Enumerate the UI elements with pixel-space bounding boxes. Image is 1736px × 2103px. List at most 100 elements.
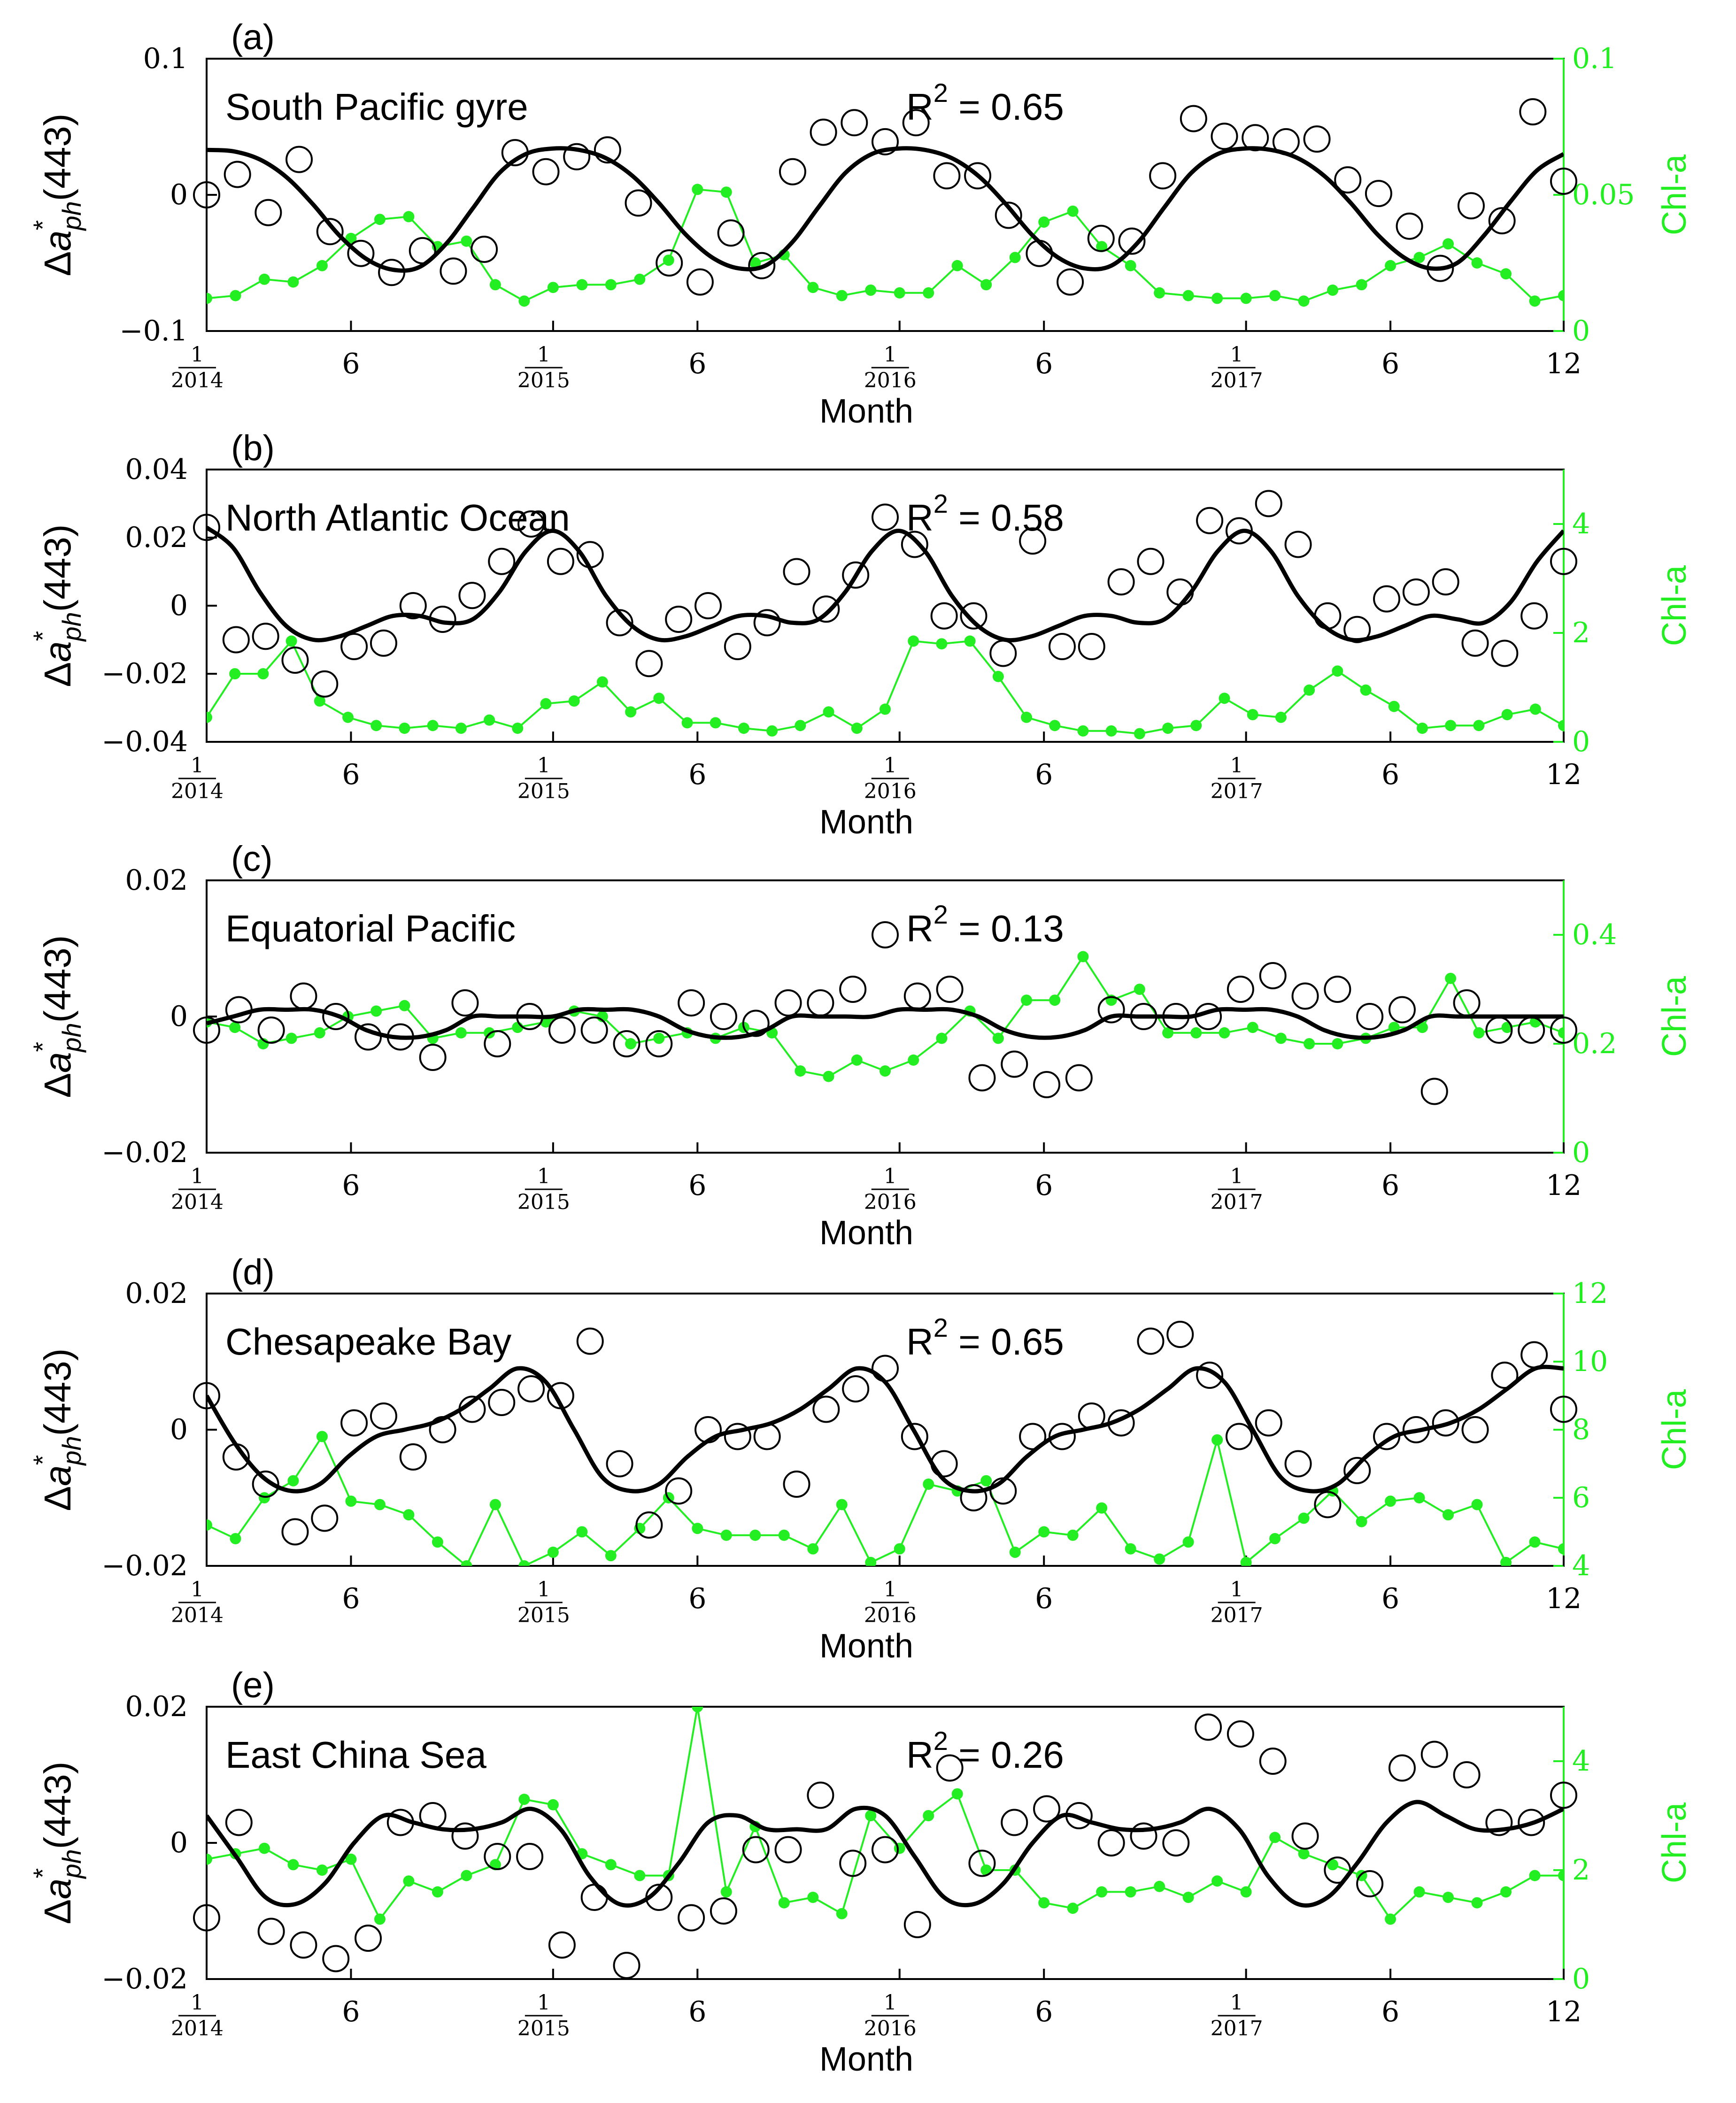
chl-line (207, 955, 1564, 1078)
chl-point (1298, 1848, 1310, 1860)
y-tick-label-right: 0 (1572, 1136, 1590, 1169)
y-tick-label-right: 10 (1572, 1345, 1608, 1378)
chl-point (1327, 1859, 1339, 1871)
data-circle (517, 1375, 545, 1402)
data-circle (516, 1003, 544, 1030)
data-circle (1453, 1761, 1481, 1788)
chl-point (1154, 287, 1165, 299)
chl-point (1096, 241, 1108, 253)
chl-point (258, 1492, 270, 1503)
r2-annotation: R2 = 0.65 (906, 1313, 1064, 1363)
data-circle (322, 1003, 350, 1030)
data-circle (532, 158, 560, 185)
data-circle (1432, 568, 1459, 596)
chl-point (605, 1859, 617, 1871)
fit-curve (207, 525, 1564, 643)
data-circle (1550, 1395, 1577, 1423)
data-circle (1137, 1327, 1165, 1355)
chl-point (1162, 723, 1174, 734)
data-circle (842, 561, 870, 589)
panel-letter: (e) (231, 1665, 275, 1705)
y-tick-label-left: 0 (170, 1826, 188, 1859)
r2-exponent: 2 (934, 1313, 948, 1342)
chl-point (1298, 1512, 1310, 1524)
data-circle (409, 237, 436, 264)
r2-label: R (906, 908, 934, 949)
data-circle (1019, 527, 1047, 555)
data-circle (635, 650, 663, 678)
x-tick-label-month: 12 (1546, 347, 1582, 380)
chl-point (766, 725, 778, 737)
chl-point (1445, 972, 1457, 984)
data-circle (1078, 1402, 1105, 1430)
chl-point (720, 1529, 732, 1541)
data-circle (1259, 962, 1287, 989)
data-circle (1461, 1416, 1489, 1443)
chl-point (230, 1533, 241, 1544)
y-label-a: a (37, 1052, 78, 1073)
y-axis-label-right: Chl-a (1656, 1802, 1693, 1883)
x-tick-label-month: 12 (1546, 1582, 1582, 1615)
data-circle (1550, 1017, 1577, 1044)
x-tick-label-month: 1 (537, 1164, 550, 1188)
chl-point (720, 186, 732, 198)
chl-point (807, 282, 819, 293)
chl-point (489, 279, 501, 291)
y-label-a: a (37, 230, 78, 251)
x-tick-label-year: 2017 (1211, 1190, 1263, 1214)
chl-point (1413, 252, 1425, 263)
data-circle (694, 1416, 722, 1443)
y-tick-label-left: 0 (170, 1413, 188, 1446)
x-tick-label-month: 1 (537, 1991, 550, 2015)
data-circle (1550, 168, 1577, 195)
y-label-delta: Δ (37, 1073, 78, 1098)
x-axis-label: Month (819, 803, 913, 841)
data-circle (903, 1911, 931, 1938)
data-circle (386, 1809, 414, 1836)
chl-point (865, 285, 877, 296)
y-tick-label-right: 0.1 (1572, 42, 1617, 75)
x-axis-label: Month (819, 1627, 913, 1665)
chl-point (880, 703, 891, 715)
chl-point (1077, 951, 1089, 963)
chl-point (287, 1475, 299, 1487)
chl-point (1219, 1027, 1230, 1039)
chl-point (1500, 1556, 1512, 1566)
x-tick-label-month: 6 (1035, 1169, 1053, 1202)
data-circle (484, 1843, 511, 1870)
x-axis-label: Month (819, 393, 913, 430)
x-tick-label-month: 6 (1381, 1582, 1399, 1615)
data-circle (1365, 180, 1392, 208)
chl-point (851, 1054, 863, 1066)
r2-exponent: 2 (934, 489, 948, 518)
x-tick-label-month: 6 (688, 347, 706, 380)
data-circle (257, 1918, 285, 1945)
data-circle (903, 982, 931, 1010)
data-circle (1137, 547, 1165, 575)
chl-point (894, 1543, 905, 1555)
chl-point (1240, 1556, 1252, 1566)
chl-point (1332, 665, 1343, 677)
chl-point (285, 1032, 297, 1044)
chl-point (257, 668, 269, 679)
chl-point (980, 279, 992, 291)
x-tick-label-month: 1 (191, 343, 204, 367)
chl-point (207, 1853, 212, 1865)
y-tick-label-left: 0.04 (125, 453, 188, 486)
chl-point (1021, 711, 1033, 723)
data-circle (1324, 1856, 1351, 1884)
data-circle (1195, 1713, 1222, 1741)
y-label-a: a (37, 1465, 78, 1486)
x-tick-label-year: 2017 (1211, 779, 1263, 803)
data-circle (516, 1843, 544, 1870)
r2-annotation: R2 = 0.13 (906, 900, 1064, 949)
chl-point (1388, 701, 1400, 712)
data-circle (1518, 1809, 1545, 1836)
data-circle (839, 1849, 867, 1877)
chl-point (778, 1529, 790, 1541)
data-circle (1420, 1078, 1448, 1105)
region-label: Equatorial Pacific (225, 908, 516, 949)
data-circle (399, 1443, 427, 1471)
data-circle (1225, 517, 1253, 545)
data-circle (930, 1450, 958, 1478)
